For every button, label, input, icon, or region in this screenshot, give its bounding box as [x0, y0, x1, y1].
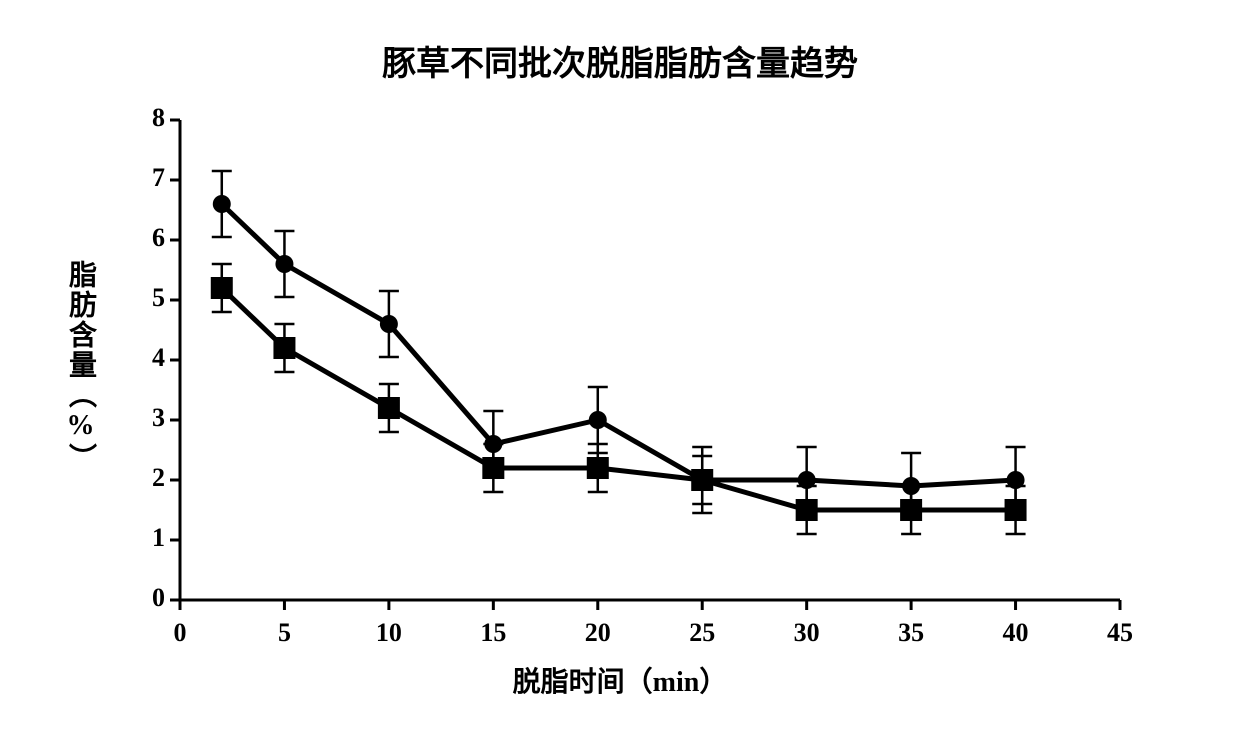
series-square-marker	[1005, 499, 1027, 521]
series-square-marker	[482, 457, 504, 479]
series-square-marker	[900, 499, 922, 521]
chart-title: 豚草不同批次脱脂脂肪含量趋势	[0, 36, 1240, 85]
x-tick-label: 40	[991, 618, 1041, 648]
y-tick-label: 0	[130, 583, 165, 613]
chart-svg	[180, 120, 1120, 600]
y-tick-label: 1	[130, 523, 165, 553]
x-tick-label: 35	[886, 618, 936, 648]
series-square-marker	[273, 337, 295, 359]
x-tick-label: 15	[468, 618, 518, 648]
series-square-marker	[691, 469, 713, 491]
y-tick-label: 7	[130, 163, 165, 193]
series-square-marker	[796, 499, 818, 521]
x-tick-label: 30	[782, 618, 832, 648]
series-square-line	[222, 288, 1016, 510]
x-tick-label: 20	[573, 618, 623, 648]
x-tick-label: 0	[155, 618, 205, 648]
x-tick-label: 25	[677, 618, 727, 648]
series-square-marker	[587, 457, 609, 479]
y-tick-label: 4	[130, 343, 165, 373]
series-circle-marker	[213, 195, 231, 213]
x-tick-label: 45	[1095, 618, 1145, 648]
series-circle-marker	[589, 411, 607, 429]
series-circle-marker	[275, 255, 293, 273]
series-square-marker	[211, 277, 233, 299]
series-circle-line	[222, 204, 1016, 486]
y-tick-label: 3	[130, 403, 165, 433]
x-tick-label: 5	[259, 618, 309, 648]
x-axis-label: 脱脂时间（min）	[0, 660, 1240, 700]
y-tick-label: 2	[130, 463, 165, 493]
plot-area	[180, 120, 1120, 600]
series-circle-marker	[380, 315, 398, 333]
x-tick-label: 10	[364, 618, 414, 648]
y-tick-label: 8	[130, 103, 165, 133]
series-square-marker	[378, 397, 400, 419]
y-axis-label: 脂肪含量（%）	[60, 260, 100, 473]
y-tick-label: 6	[130, 223, 165, 253]
y-tick-label: 5	[130, 283, 165, 313]
